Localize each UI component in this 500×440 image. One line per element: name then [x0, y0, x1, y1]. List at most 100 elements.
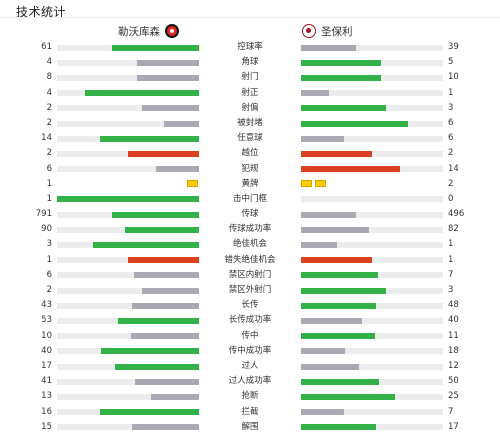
- home-stat-value: 1: [46, 254, 52, 265]
- home-stat-value: 43: [41, 300, 52, 311]
- stat-label: 犯规: [241, 163, 259, 174]
- stat-row: 1 错失绝佳机会 1: [0, 253, 500, 268]
- home-stat-bar-fill: [99, 135, 199, 142]
- home-stat-bar-fill: [112, 211, 199, 218]
- home-stat-bar-track: [57, 378, 199, 385]
- away-stat-value: 6: [448, 133, 454, 144]
- stat-label: 射门: [241, 72, 259, 83]
- stat-row: 41 过人成功率 50: [0, 374, 500, 389]
- away-stat-bar-fill: [301, 105, 387, 112]
- away-stat-bar-track: [301, 424, 443, 431]
- away-team-header: 圣保利: [302, 22, 353, 40]
- away-stat-value: 3: [448, 285, 454, 295]
- stat-label: 绝佳机会: [232, 239, 267, 250]
- home-stat-value: 40: [41, 345, 52, 356]
- home-stat-value: 10: [41, 330, 52, 341]
- away-stat-bar-track: [301, 257, 443, 264]
- away-stat-bar-track: [301, 333, 443, 340]
- home-stat-bar-fill: [156, 166, 199, 173]
- home-stat-bar-track: [57, 90, 199, 97]
- home-stat-bar-fill: [150, 393, 199, 400]
- away-stat-value: 10: [448, 72, 459, 83]
- away-stat-bar-fill: [301, 59, 381, 66]
- away-stat-bar-track: [301, 150, 443, 157]
- away-stat-bar-fill: [301, 393, 395, 400]
- yellow-card-icon: [315, 180, 326, 188]
- away-stat-bar-fill: [301, 90, 330, 97]
- home-stat-bar-track: [57, 105, 199, 112]
- away-stat-value: 7: [448, 406, 454, 417]
- away-stat-bar-track: [301, 242, 443, 249]
- home-stat-bar-track: [57, 120, 199, 127]
- home-stat-value: 4: [46, 87, 52, 98]
- home-stat-value: 6: [46, 269, 52, 280]
- stat-label: 被封堵: [237, 117, 263, 128]
- stat-row: 14 任意球 6: [0, 131, 500, 146]
- stat-row: 6 犯规 14: [0, 162, 500, 177]
- home-stat-bar-fill: [130, 333, 199, 340]
- away-stat-value: 12: [448, 360, 459, 371]
- home-stat-bar-track: [57, 135, 199, 142]
- home-stat-bar-fill: [136, 59, 199, 66]
- home-stat-bar-track: [57, 272, 199, 279]
- home-stat-bar-track: [57, 424, 199, 431]
- away-stat-bar-track: [301, 363, 443, 370]
- stat-label: 禁区外射门: [228, 285, 272, 295]
- home-stat-value: 6: [46, 163, 52, 174]
- home-stat-bar-fill: [163, 120, 199, 127]
- away-stat-value: 7: [448, 269, 454, 280]
- stat-label: 禁区内射门: [228, 269, 272, 280]
- away-stat-bar-fill: [301, 257, 372, 264]
- home-stat-bar-track: [57, 59, 199, 66]
- away-stat-bar-fill: [301, 409, 344, 416]
- home-stat-bar-fill: [99, 409, 199, 416]
- stat-row: 2 禁区外射门 3: [0, 283, 500, 298]
- stat-label: 黄牌: [241, 178, 259, 189]
- home-stat-value: 14: [41, 133, 52, 144]
- home-stat-bar-fill: [101, 348, 199, 355]
- home-stat-bar-track: [57, 317, 199, 324]
- home-stat-value: 90: [41, 224, 52, 235]
- home-stat-bar-track: [57, 150, 199, 157]
- home-stat-value: 15: [41, 421, 52, 432]
- away-stat-bar-fill: [301, 74, 381, 81]
- away-stat-value: 1: [448, 239, 454, 250]
- home-stat-value: 16: [41, 406, 52, 417]
- home-stat-bar-fill: [136, 74, 199, 81]
- stats-list: 61 控球率 39 4 角球 5 8 射门 10 4 射正 1 2 射偏 3 2 被封堵 6 14 任意球 6 2 越位 2 6…: [0, 40, 500, 435]
- stat-label: 任意球: [237, 133, 263, 144]
- away-stat-bar-track: [301, 302, 443, 309]
- away-stat-bar-fill: [301, 317, 363, 324]
- away-stat-bar-fill: [301, 135, 344, 142]
- home-stat-value: 2: [46, 285, 52, 295]
- stat-row: 1 击中门框 0: [0, 192, 500, 207]
- away-stat-value: 11: [448, 330, 459, 341]
- away-stat-bar-track: [301, 90, 443, 97]
- stat-row: 2 越位 2: [0, 146, 500, 161]
- stat-row: 2 射偏 3: [0, 101, 500, 116]
- home-stat-value: 2: [46, 117, 52, 128]
- home-stat-bar-track: [57, 166, 199, 173]
- away-stat-bar-fill: [301, 272, 378, 279]
- away-stat-bar-track: [301, 226, 443, 233]
- away-stat-bar-fill: [301, 226, 370, 233]
- home-stat-bar-fill: [118, 317, 199, 324]
- away-stat-value: 0: [448, 193, 454, 204]
- stat-label: 角球: [241, 57, 259, 68]
- away-stat-bar-track: [301, 44, 443, 51]
- home-stat-bar-track: [57, 211, 199, 218]
- home-stat-bar-fill: [128, 257, 199, 264]
- away-stat-bar-fill: [301, 242, 337, 249]
- away-stat-value: 2: [448, 178, 454, 189]
- home-stat-bar-track: [57, 393, 199, 400]
- home-team-name: 勒沃库森: [118, 25, 160, 38]
- away-stat-bar-fill: [301, 333, 375, 340]
- away-stat-bar-fill: [301, 120, 408, 127]
- st-pauli-crest-icon: [302, 24, 316, 38]
- away-stat-bar-fill: [301, 211, 357, 218]
- home-stat-value: 13: [41, 391, 52, 402]
- stat-row: 4 角球 5: [0, 55, 500, 70]
- home-stat-bar-track: [57, 287, 199, 294]
- away-stat-bar-fill: [301, 44, 357, 51]
- away-stat-bar-fill: [301, 287, 387, 294]
